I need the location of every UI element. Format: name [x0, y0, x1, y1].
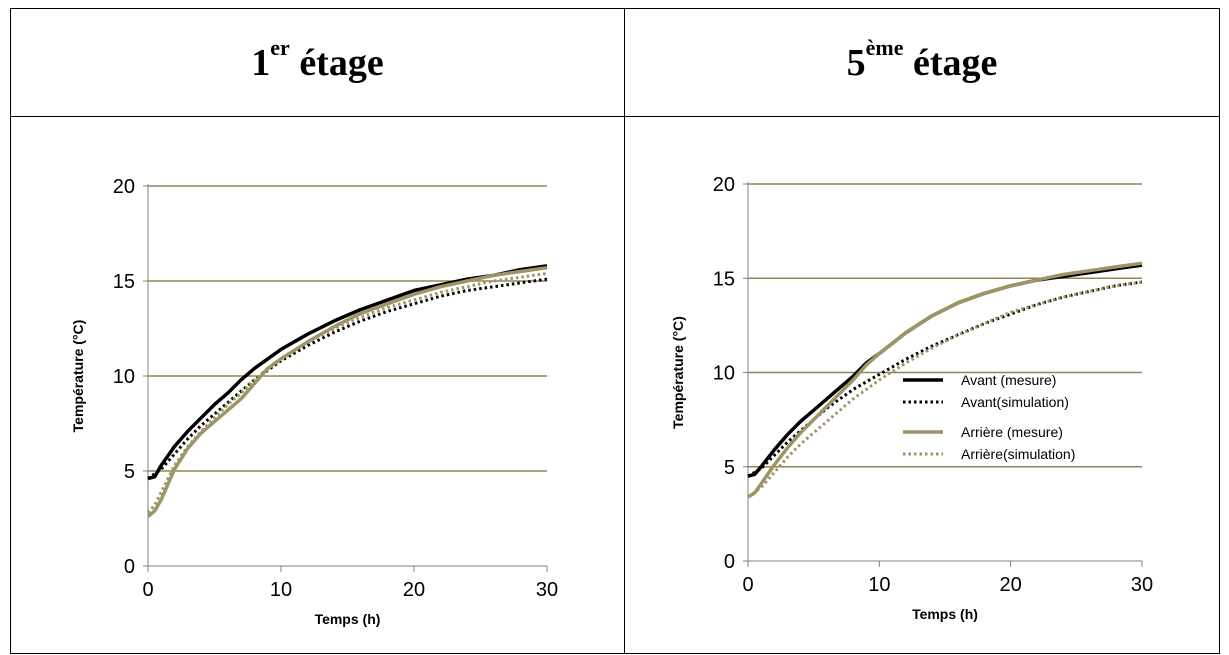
legend-label-avant_simulation: Avant(simulation)	[961, 394, 1069, 410]
chart-5eme-etage: 0 5 10 15 20 0 10 20 30 Temps (h) Température (°C)…	[670, 174, 1153, 622]
y-tick-label: 10	[113, 366, 135, 388]
x-tick-label: 0	[742, 574, 753, 596]
chart-1er-etage: 0 5 10 15 20 0 10 20 30 Temps (h) Température (°C)	[70, 176, 558, 627]
x-tick-label: 20	[1000, 574, 1022, 596]
series-line-avant_mesure	[147, 264, 548, 481]
y-tick-label: 20	[113, 176, 135, 198]
x-axis-label: Temps (h)	[315, 611, 381, 627]
series-line-arriere_simulation	[747, 280, 1143, 499]
y-tick-label: 0	[724, 551, 735, 573]
y-tick-label: 20	[713, 174, 735, 196]
series-line-arriere_simulation	[146, 271, 548, 514]
series-line-arriere_mesure	[146, 265, 548, 518]
panel-1-title: 1er étage	[251, 34, 384, 84]
panel-2-chart-cell: 0 5 10 15 20 0 10 20 30 Temps (h) Température (°C)…	[624, 116, 1220, 654]
x-axis-label: Temps (h)	[912, 606, 978, 622]
x-tick-label: 20	[403, 579, 425, 601]
x-tick-label: 30	[1131, 574, 1153, 596]
panel-1-header: 1er étage	[10, 8, 625, 117]
y-tick-label: 15	[113, 271, 135, 293]
x-tick-label: 10	[868, 574, 890, 596]
series-line-arriere_mesure	[747, 261, 1143, 499]
y-tick-label: 0	[124, 556, 135, 578]
legend-label-avant_mesure: Avant (mesure)	[961, 372, 1056, 388]
y-tick-label: 5	[724, 457, 735, 479]
legend-label-arriere_simulation: Arrière(simulation)	[961, 446, 1075, 462]
y-axis-label: Température (°C)	[70, 320, 86, 433]
panel-2-title: 5ème étage	[846, 34, 998, 84]
series-line-avant_simulation	[147, 277, 548, 480]
y-tick-label: 15	[713, 268, 735, 290]
panel-2-header: 5ème étage	[624, 8, 1220, 117]
x-tick-label: 30	[536, 579, 558, 601]
legend-label-arriere_mesure: Arrière (mesure)	[961, 424, 1063, 440]
y-tick-label: 10	[713, 363, 735, 385]
x-tick-label: 10	[270, 579, 292, 601]
y-axis-label: Température (°C)	[670, 316, 686, 429]
figure-table: 1er étage 5ème étage 0 5 10 15 20 0 10 20 30 Temp…	[10, 8, 1220, 654]
y-tick-label: 5	[124, 461, 135, 483]
x-tick-label: 0	[142, 579, 153, 601]
panel-1-chart-cell: 0 5 10 15 20 0 10 20 30 Temps (h) Température (°C)	[10, 116, 625, 654]
series-line-avant_mesure	[747, 263, 1143, 478]
